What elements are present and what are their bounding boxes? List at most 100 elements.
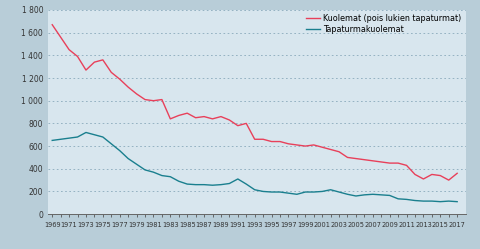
Tapaturmakuolemat [125,157,131,160]
Kuolemat (pois lukien tapaturmat) [227,119,232,122]
Tapaturmakuolemat [336,190,342,193]
Tapaturmakuolemat [176,180,181,183]
Tapaturmakuolemat [243,183,249,186]
Tapaturmakuolemat [353,194,359,197]
Kuolemat (pois lukien tapaturmat) [125,86,131,89]
Tapaturmakuolemat [75,135,81,138]
Kuolemat (pois lukien tapaturmat) [210,117,216,120]
Tapaturmakuolemat [302,190,308,193]
Tapaturmakuolemat [117,149,122,152]
Kuolemat (pois lukien tapaturmat) [454,172,460,175]
Kuolemat (pois lukien tapaturmat) [168,117,173,120]
Tapaturmakuolemat [319,190,325,193]
Kuolemat (pois lukien tapaturmat) [420,178,426,181]
Tapaturmakuolemat [446,200,452,203]
Tapaturmakuolemat [66,137,72,140]
Kuolemat (pois lukien tapaturmat) [311,143,317,146]
Kuolemat (pois lukien tapaturmat) [151,99,156,102]
Kuolemat (pois lukien tapaturmat) [159,98,165,101]
Kuolemat (pois lukien tapaturmat) [387,162,393,165]
Tapaturmakuolemat [387,194,393,197]
Kuolemat (pois lukien tapaturmat) [235,124,240,127]
Kuolemat (pois lukien tapaturmat) [269,140,275,143]
Kuolemat (pois lukien tapaturmat) [429,173,435,176]
Line: Tapaturmakuolemat: Tapaturmakuolemat [52,132,457,202]
Tapaturmakuolemat [370,193,376,196]
Kuolemat (pois lukien tapaturmat) [193,116,199,119]
Tapaturmakuolemat [378,193,384,196]
Tapaturmakuolemat [58,138,63,141]
Tapaturmakuolemat [277,190,283,193]
Tapaturmakuolemat [395,197,401,200]
Legend: Kuolemat (pois lukien tapaturmat), Tapaturmakuolemat: Kuolemat (pois lukien tapaturmat), Tapat… [304,12,463,36]
Tapaturmakuolemat [134,163,140,166]
Tapaturmakuolemat [92,133,97,136]
Kuolemat (pois lukien tapaturmat) [328,148,334,151]
Tapaturmakuolemat [420,200,426,203]
Kuolemat (pois lukien tapaturmat) [361,158,367,161]
Kuolemat (pois lukien tapaturmat) [66,48,72,51]
Tapaturmakuolemat [193,183,199,186]
Kuolemat (pois lukien tapaturmat) [83,68,89,71]
Tapaturmakuolemat [328,188,334,191]
Kuolemat (pois lukien tapaturmat) [286,142,291,145]
Tapaturmakuolemat [49,139,55,142]
Kuolemat (pois lukien tapaturmat) [404,164,409,167]
Kuolemat (pois lukien tapaturmat) [75,55,81,58]
Line: Kuolemat (pois lukien tapaturmat): Kuolemat (pois lukien tapaturmat) [52,25,457,180]
Tapaturmakuolemat [201,183,207,186]
Kuolemat (pois lukien tapaturmat) [378,160,384,163]
Tapaturmakuolemat [286,192,291,195]
Tapaturmakuolemat [429,200,435,203]
Tapaturmakuolemat [252,188,258,191]
Kuolemat (pois lukien tapaturmat) [345,156,350,159]
Tapaturmakuolemat [269,190,275,193]
Tapaturmakuolemat [159,174,165,177]
Tapaturmakuolemat [437,200,443,203]
Kuolemat (pois lukien tapaturmat) [49,23,55,26]
Tapaturmakuolemat [108,142,114,145]
Tapaturmakuolemat [218,183,224,186]
Kuolemat (pois lukien tapaturmat) [92,61,97,64]
Kuolemat (pois lukien tapaturmat) [134,92,140,95]
Kuolemat (pois lukien tapaturmat) [277,140,283,143]
Kuolemat (pois lukien tapaturmat) [294,143,300,146]
Kuolemat (pois lukien tapaturmat) [252,138,258,141]
Tapaturmakuolemat [151,171,156,174]
Tapaturmakuolemat [184,183,190,186]
Kuolemat (pois lukien tapaturmat) [395,162,401,165]
Tapaturmakuolemat [210,184,216,187]
Tapaturmakuolemat [142,168,148,171]
Kuolemat (pois lukien tapaturmat) [142,98,148,101]
Kuolemat (pois lukien tapaturmat) [260,138,266,141]
Tapaturmakuolemat [260,190,266,193]
Tapaturmakuolemat [412,199,418,202]
Tapaturmakuolemat [311,190,317,193]
Tapaturmakuolemat [404,198,409,201]
Kuolemat (pois lukien tapaturmat) [201,115,207,118]
Kuolemat (pois lukien tapaturmat) [336,150,342,153]
Kuolemat (pois lukien tapaturmat) [176,114,181,117]
Tapaturmakuolemat [361,193,367,196]
Tapaturmakuolemat [294,193,300,196]
Kuolemat (pois lukien tapaturmat) [446,179,452,182]
Kuolemat (pois lukien tapaturmat) [437,174,443,177]
Tapaturmakuolemat [168,175,173,178]
Tapaturmakuolemat [235,178,240,181]
Kuolemat (pois lukien tapaturmat) [58,36,63,39]
Kuolemat (pois lukien tapaturmat) [412,173,418,176]
Kuolemat (pois lukien tapaturmat) [117,78,122,81]
Tapaturmakuolemat [454,200,460,203]
Kuolemat (pois lukien tapaturmat) [184,112,190,115]
Kuolemat (pois lukien tapaturmat) [243,122,249,125]
Kuolemat (pois lukien tapaturmat) [100,58,106,61]
Kuolemat (pois lukien tapaturmat) [302,145,308,148]
Kuolemat (pois lukien tapaturmat) [108,71,114,74]
Tapaturmakuolemat [227,182,232,185]
Tapaturmakuolemat [83,131,89,134]
Tapaturmakuolemat [345,193,350,196]
Kuolemat (pois lukien tapaturmat) [218,115,224,118]
Kuolemat (pois lukien tapaturmat) [353,157,359,160]
Tapaturmakuolemat [100,135,106,138]
Kuolemat (pois lukien tapaturmat) [370,159,376,162]
